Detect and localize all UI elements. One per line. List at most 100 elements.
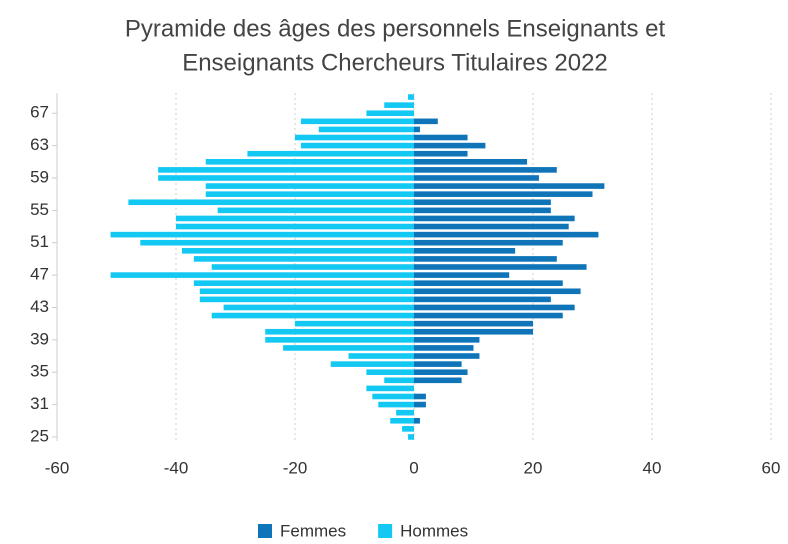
y-tick-label: 35 bbox=[30, 362, 49, 381]
bar bbox=[295, 134, 414, 141]
y-tick-label: 39 bbox=[30, 329, 49, 348]
bar bbox=[414, 118, 438, 125]
x-tick-label: 40 bbox=[643, 458, 662, 477]
bar bbox=[110, 272, 415, 278]
bar bbox=[414, 377, 462, 384]
bar bbox=[414, 304, 575, 311]
bar bbox=[414, 231, 599, 238]
bar bbox=[408, 434, 414, 440]
bar bbox=[390, 417, 414, 424]
bar bbox=[414, 312, 563, 319]
bar bbox=[378, 401, 414, 408]
x-tick-label: -40 bbox=[164, 458, 189, 477]
y-tick-label: 25 bbox=[30, 426, 49, 445]
bar bbox=[414, 353, 480, 359]
bar bbox=[205, 158, 414, 165]
y-tick-label: 67 bbox=[30, 103, 49, 122]
chart-title: Enseignants Chercheurs Titulaires 2022 bbox=[182, 49, 608, 76]
bar bbox=[366, 385, 414, 392]
bar bbox=[176, 223, 414, 230]
bar bbox=[384, 102, 414, 108]
bar bbox=[110, 231, 415, 238]
bar bbox=[414, 296, 551, 303]
bar bbox=[265, 337, 414, 343]
x-tick-label: 0 bbox=[409, 458, 418, 477]
bar bbox=[408, 94, 414, 100]
bar bbox=[366, 110, 414, 117]
bar bbox=[414, 272, 510, 278]
bar bbox=[414, 239, 563, 246]
bar bbox=[199, 296, 414, 303]
bar bbox=[211, 264, 414, 270]
bar bbox=[414, 248, 516, 254]
bar bbox=[414, 126, 420, 133]
bar bbox=[366, 369, 414, 376]
y-tick-label: 43 bbox=[30, 297, 49, 316]
bar bbox=[193, 280, 414, 286]
bar bbox=[414, 328, 533, 335]
legend-label: Hommes bbox=[400, 521, 468, 540]
bar bbox=[372, 393, 414, 400]
bar bbox=[300, 118, 414, 125]
bar bbox=[140, 239, 415, 246]
bar bbox=[414, 158, 528, 165]
bar bbox=[414, 207, 551, 214]
bar bbox=[205, 191, 414, 197]
bar bbox=[384, 377, 414, 384]
bar bbox=[414, 288, 581, 295]
bar bbox=[247, 150, 414, 157]
bar bbox=[300, 142, 414, 149]
bar bbox=[205, 183, 414, 189]
bar bbox=[414, 369, 468, 376]
bar bbox=[414, 134, 468, 141]
bar bbox=[176, 215, 414, 222]
bar bbox=[414, 215, 575, 222]
y-tick-label: 31 bbox=[30, 394, 49, 413]
bar bbox=[158, 167, 414, 173]
bar bbox=[396, 409, 414, 416]
bar bbox=[330, 361, 414, 367]
bar bbox=[414, 337, 480, 343]
bar bbox=[414, 393, 426, 400]
bar bbox=[223, 304, 414, 311]
bar bbox=[158, 175, 414, 181]
x-tick-label: -60 bbox=[45, 458, 70, 477]
y-tick-label: 59 bbox=[30, 167, 49, 186]
bar bbox=[348, 353, 414, 359]
legend-label: Femmes bbox=[280, 521, 346, 540]
bar bbox=[414, 183, 605, 189]
y-tick-label: 55 bbox=[30, 200, 49, 219]
bar bbox=[414, 280, 563, 286]
x-tick-label: 60 bbox=[762, 458, 781, 477]
bar bbox=[193, 256, 414, 262]
y-tick-label: 63 bbox=[30, 135, 49, 154]
bar bbox=[211, 312, 414, 319]
bar bbox=[128, 199, 414, 206]
x-tick-label: -20 bbox=[283, 458, 308, 477]
bar bbox=[265, 328, 414, 335]
bar bbox=[217, 207, 414, 214]
legend-swatch bbox=[378, 524, 393, 538]
bar bbox=[414, 320, 533, 327]
bar bbox=[414, 361, 462, 367]
bar bbox=[414, 167, 557, 173]
bar bbox=[414, 175, 539, 181]
bar bbox=[318, 126, 414, 133]
bar bbox=[414, 401, 426, 408]
y-tick-label: 47 bbox=[30, 265, 49, 284]
legend-swatch bbox=[258, 524, 272, 538]
y-tick-label: 51 bbox=[30, 232, 49, 251]
bar bbox=[414, 417, 420, 424]
bar bbox=[402, 426, 414, 432]
bar bbox=[283, 345, 414, 351]
bar bbox=[414, 142, 486, 149]
x-tick-label: 20 bbox=[524, 458, 543, 477]
bar bbox=[414, 150, 468, 157]
bar bbox=[414, 191, 593, 197]
bar bbox=[295, 320, 414, 327]
bar bbox=[414, 256, 557, 262]
chart-title: Pyramide des âges des personnels Enseign… bbox=[125, 15, 666, 42]
bar bbox=[414, 223, 569, 230]
bar bbox=[199, 288, 414, 295]
